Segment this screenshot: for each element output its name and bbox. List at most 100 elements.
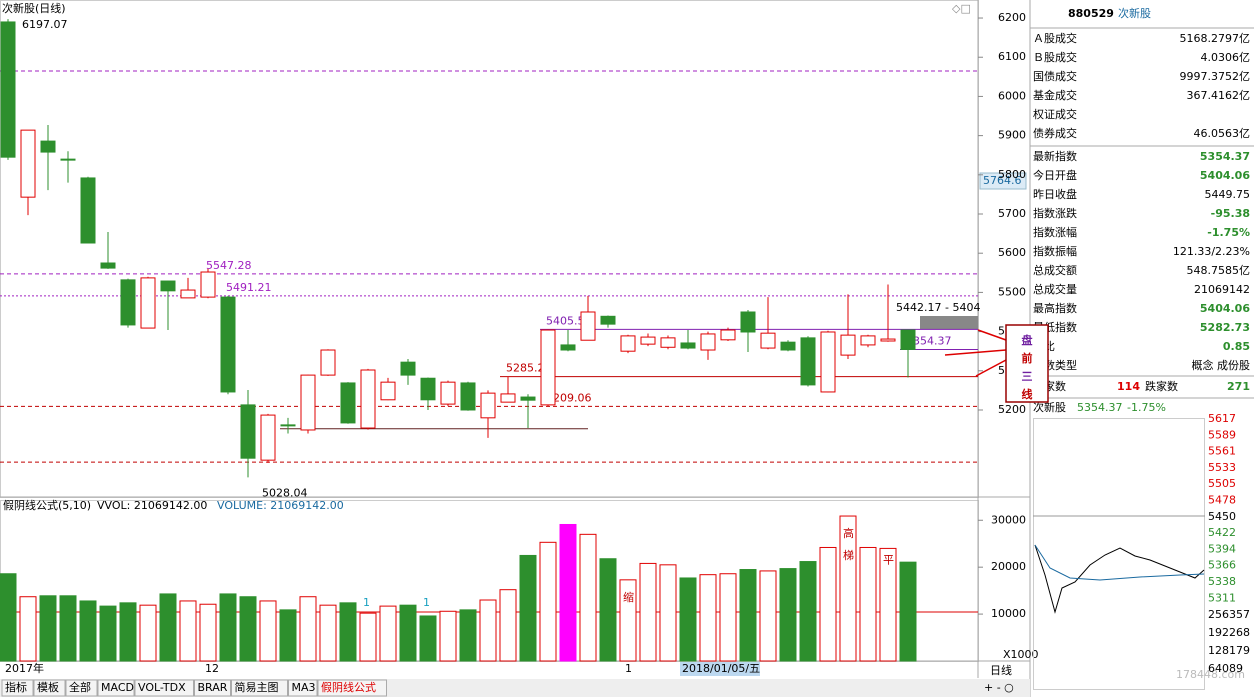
candle-body (240, 404, 256, 459)
volume-bar (299, 596, 317, 662)
candle-body (20, 129, 36, 198)
tab-label[interactable]: MACD (101, 681, 134, 694)
callout-arrow (977, 329, 1007, 341)
candle-body (580, 311, 596, 341)
current-price-box (979, 172, 1027, 190)
tab-label[interactable]: VOL-TDX (138, 681, 186, 694)
stat-value: 548.7585亿 (1187, 264, 1251, 277)
low-label: 5028.04 (262, 486, 308, 499)
stat-value: 0.85 (1223, 340, 1250, 353)
mini-change: -1.75% (1127, 401, 1166, 414)
cursor-date: 2018/01/05/五 (682, 662, 760, 675)
stat-value: 5404.06 (1200, 302, 1250, 315)
candle-body (440, 381, 456, 405)
callout-char: 线 (1022, 387, 1033, 401)
volume-bar (859, 546, 877, 662)
candle-body (120, 279, 136, 326)
x-tick-label: 2017年 (5, 661, 44, 675)
candle-body (420, 377, 436, 401)
volume-bar (399, 604, 417, 662)
mini-price-tick: 5311 (1208, 591, 1236, 604)
volume-unit: X1000 (1003, 648, 1039, 661)
stat-value: 概念 成份股 (1192, 358, 1251, 372)
volume-bar (659, 564, 677, 662)
candle-body (840, 334, 856, 356)
stat-label: 总成交量 (1033, 282, 1077, 296)
candle-body (0, 21, 16, 158)
callout-arrow (944, 349, 1007, 356)
tab (97, 679, 135, 697)
candle-body (900, 329, 916, 350)
tab-label[interactable]: BRAR (198, 681, 228, 694)
candle-body (400, 361, 416, 376)
candle-body (560, 344, 576, 351)
volume-bar (899, 561, 917, 662)
y-tick-label: 30000 (991, 513, 1026, 526)
stat-value: 4.0306亿 (1201, 51, 1251, 64)
candle-body (660, 337, 676, 348)
volume-bar (879, 547, 897, 662)
volume-bar (19, 596, 37, 662)
tab (33, 679, 66, 697)
mini-avg-line (1034, 544, 1205, 581)
y-tick-label: 5500 (998, 285, 1026, 298)
volume-bar (279, 609, 297, 662)
volume-bar (719, 573, 737, 662)
stat-label: 指数涨幅 (1033, 225, 1077, 239)
callout-box (1005, 324, 1049, 403)
mini-price-tick: 5505 (1208, 477, 1236, 490)
candle-body (220, 296, 236, 393)
stat-label: 总成交额 (1033, 263, 1077, 277)
y-tick-label: 6100 (998, 50, 1026, 63)
tab-label[interactable]: 简易主图 (235, 680, 279, 694)
candle-body (500, 393, 516, 403)
zoom-controls[interactable]: + - ○ (984, 681, 1014, 694)
volume-bar (479, 599, 497, 662)
candle-body (320, 349, 336, 376)
candle-body (140, 277, 156, 329)
tab (194, 679, 231, 697)
stat-value: 5282.73 (1200, 321, 1250, 334)
range-box (920, 316, 978, 329)
candle-body (40, 140, 56, 153)
volume-bar (759, 570, 777, 662)
stat-label: 昨日收盘 (1033, 187, 1077, 201)
level-label: 5354.37 (906, 334, 952, 347)
mini-volume-tick: 192268 (1208, 626, 1250, 639)
mini-price-line (1034, 544, 1205, 614)
candle-body (280, 424, 296, 427)
tab-label[interactable]: MA3 (292, 681, 316, 694)
volume-bar (419, 615, 437, 662)
window-icons[interactable]: ◇□ (952, 2, 971, 15)
y-tick-label: 5200 (998, 403, 1026, 416)
tab-label[interactable]: 假阴线公式 (321, 680, 376, 694)
level-label: 5405.53 (546, 314, 592, 327)
stat-label: 最新指数 (1033, 149, 1077, 163)
tab-label[interactable]: 全部 (69, 680, 91, 694)
period-label[interactable]: 日线 (990, 663, 1012, 677)
stat-label: 指数振幅 (1033, 244, 1077, 258)
volume-annotation: 平 (883, 553, 894, 566)
volume-bar (119, 602, 137, 662)
down-label: 跌家数 (1145, 379, 1178, 393)
tab (65, 679, 98, 697)
y-tick-label: 5600 (998, 246, 1026, 259)
tab-label[interactable]: 模板 (37, 680, 59, 694)
volume-bar (219, 593, 237, 662)
volume-annotation: 梯 (843, 549, 854, 562)
candle-body (640, 336, 656, 345)
level-label: 5209.06 (546, 391, 592, 404)
stat-label: 最高指数 (1033, 301, 1077, 315)
volume-bar (819, 546, 837, 662)
mini-title: 次新股 (1033, 400, 1066, 414)
mini-price-tick: 5478 (1208, 494, 1236, 507)
stat-label: 权证成交 (1033, 107, 1077, 121)
name: 次新股 (1118, 6, 1151, 20)
range-label: 5442.17 - 5404 (896, 301, 980, 314)
volume-bar (739, 569, 757, 662)
mini-price-tick: 5450 (1208, 510, 1236, 523)
tab-label[interactable]: 指标 (5, 680, 27, 694)
tab (231, 679, 288, 697)
volume-bar (179, 600, 197, 662)
volume-bar (499, 589, 517, 662)
